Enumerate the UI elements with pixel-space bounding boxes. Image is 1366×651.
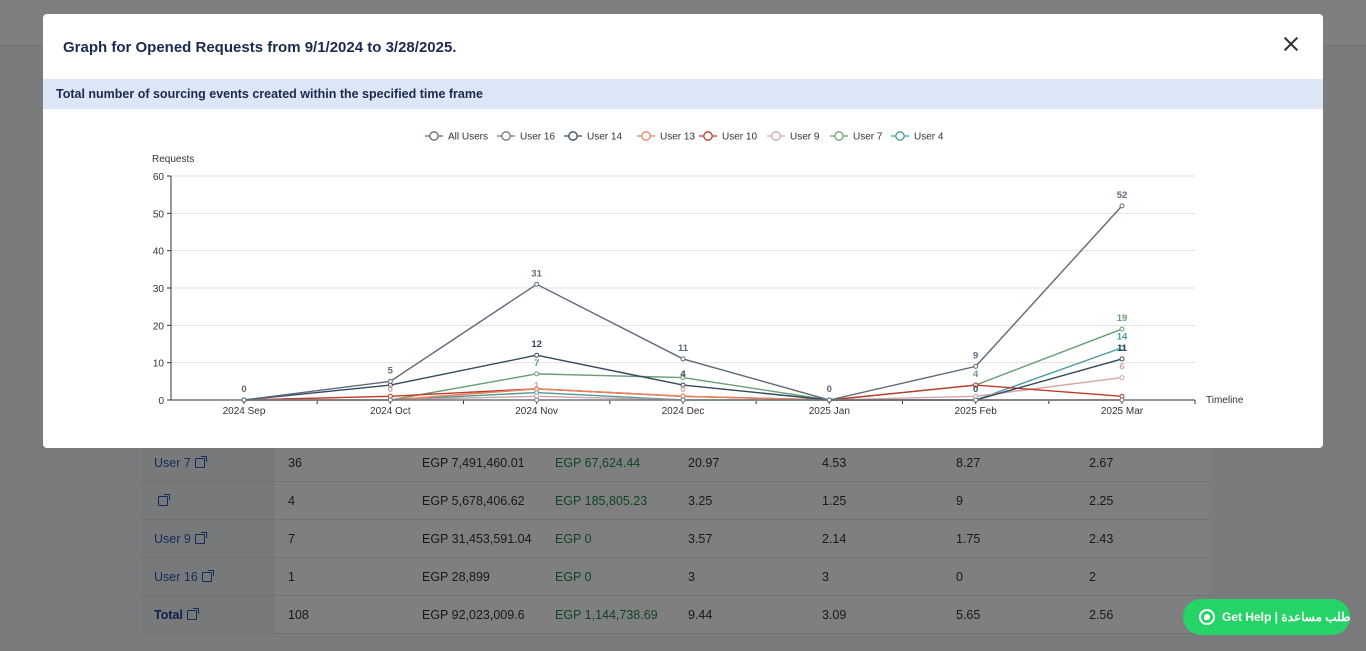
data-label: 4	[973, 369, 979, 380]
data-point	[534, 352, 540, 358]
legend-marker	[568, 131, 578, 141]
legend-label: User 4	[914, 132, 944, 143]
data-point	[241, 397, 247, 403]
data-label: 5	[388, 365, 394, 376]
x-tick-label: 2024 Dec	[662, 406, 705, 417]
x-tick-label: 2024 Oct	[370, 406, 411, 417]
legend-label: User 7	[853, 132, 883, 143]
data-label: 1	[534, 380, 540, 391]
data-point	[1119, 326, 1125, 332]
data-label: 6	[1119, 362, 1124, 373]
data-point	[534, 397, 540, 403]
data-label: 11	[1117, 343, 1128, 354]
modal-title: Graph for Opened Requests from 9/1/2024 …	[63, 39, 457, 56]
subtitle-bar: Total number of sourcing events created …	[43, 79, 1323, 109]
legend-marker	[703, 131, 713, 141]
data-label: 52	[1117, 190, 1128, 201]
data-label: 0	[241, 384, 246, 395]
data-point	[973, 363, 979, 369]
x-tick-label: 2025 Jan	[809, 406, 850, 417]
get-help-label: Get Help | طلب مساعدة	[1222, 610, 1351, 624]
legend-marker	[501, 131, 511, 141]
legend-label: User 13	[660, 132, 695, 143]
x-tick-label: 2025 Feb	[955, 406, 998, 417]
legend-marker	[641, 131, 651, 141]
data-label: 7	[534, 358, 539, 369]
whatsapp-icon	[1199, 609, 1215, 625]
data-label: 0	[973, 384, 978, 395]
y-axis-label: Requests	[152, 154, 194, 165]
data-label: 12	[531, 339, 542, 350]
x-tick-label: 2025 Mar	[1101, 406, 1144, 417]
data-point	[534, 386, 540, 392]
legend-label: User 14	[587, 132, 622, 143]
data-label: 4	[680, 369, 686, 380]
x-tick-label: 2024 Sep	[223, 406, 266, 417]
legend-label: All Users	[448, 132, 488, 143]
data-label: 14	[1117, 332, 1128, 343]
data-point	[826, 397, 832, 403]
legend-marker	[429, 131, 439, 141]
data-point	[973, 397, 979, 403]
x-axis-label: Timeline	[1206, 395, 1244, 406]
data-point	[973, 382, 979, 388]
data-label: 0	[827, 384, 832, 395]
y-tick-label: 30	[153, 284, 165, 295]
legend-marker	[834, 131, 844, 141]
legend-label: User 10	[722, 132, 757, 143]
graph-modal: Graph for Opened Requests from 9/1/2024 …	[43, 14, 1323, 448]
data-point	[680, 382, 686, 388]
chart-subtitle: Total number of sourcing events created …	[56, 87, 483, 101]
data-point	[1119, 345, 1125, 351]
data-point	[680, 375, 686, 381]
data-label: 0	[388, 384, 393, 395]
x-tick-label: 2024 Nov	[515, 406, 558, 417]
y-tick-label: 0	[158, 396, 164, 407]
data-point	[1119, 356, 1125, 362]
legend-marker	[895, 131, 905, 141]
data-label: 9	[973, 350, 978, 361]
data-point	[387, 378, 393, 384]
data-label: 19	[1117, 313, 1128, 324]
data-label: 11	[678, 343, 689, 354]
data-point	[1119, 203, 1125, 209]
y-tick-label: 60	[153, 172, 165, 183]
data-point	[1119, 375, 1125, 381]
data-point	[534, 281, 540, 287]
y-tick-label: 40	[153, 247, 165, 258]
data-label: 0	[680, 384, 685, 395]
data-label: 31	[531, 268, 542, 279]
y-tick-label: 20	[153, 321, 165, 332]
data-point	[680, 397, 686, 403]
legend-label: User 9	[790, 132, 820, 143]
y-tick-label: 10	[153, 359, 165, 370]
get-help-button[interactable]: Get Help | طلب مساعدة	[1183, 599, 1351, 635]
legend-label: User 16	[520, 132, 555, 143]
legend-marker	[771, 131, 781, 141]
data-point	[1119, 397, 1125, 403]
data-point	[534, 371, 540, 377]
data-point	[387, 397, 393, 403]
y-tick-label: 50	[153, 209, 165, 220]
data-point	[680, 356, 686, 362]
